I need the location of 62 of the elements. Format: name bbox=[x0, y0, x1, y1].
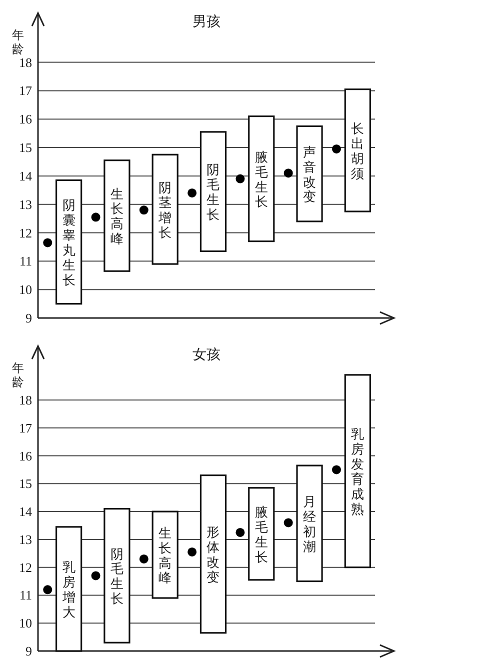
x-tick-label: 阴毛生长 bbox=[110, 546, 124, 606]
y-tick-label: 10 bbox=[19, 282, 32, 298]
chart-title: 女孩 bbox=[192, 347, 220, 363]
bar bbox=[296, 464, 323, 582]
x-tick-label: 形体改变 bbox=[206, 524, 220, 584]
x-tick-label: 月经初潮 bbox=[303, 493, 316, 554]
x-tick-label: 阴茎增长 bbox=[158, 179, 172, 240]
y-tick-label: 17 bbox=[19, 420, 32, 436]
bar bbox=[104, 160, 130, 272]
chart-title: 男孩 bbox=[192, 14, 220, 30]
y-tick-label: 17 bbox=[19, 83, 32, 98]
x-tick-label: 生长高峰 bbox=[158, 524, 172, 585]
y-tick-label: 9 bbox=[26, 644, 32, 658]
x-tick-label: 乳房发育成熟 bbox=[351, 426, 364, 516]
x-tick-label: 腋毛生长 bbox=[254, 504, 268, 564]
y-tick-label: 12 bbox=[19, 225, 32, 240]
point bbox=[284, 168, 293, 178]
x-tick-label: 生长高峰 bbox=[110, 186, 124, 246]
y-tick-label: 16 bbox=[19, 112, 32, 127]
point bbox=[43, 585, 52, 594]
y-tick-label: 15 bbox=[19, 476, 32, 492]
bar bbox=[248, 115, 275, 242]
bar bbox=[344, 88, 371, 212]
y-tick-label: 18 bbox=[19, 392, 32, 408]
x-tick-label: 乳房增大 bbox=[61, 559, 76, 619]
y-tick-label: 18 bbox=[19, 54, 32, 70]
y-tick-label: 15 bbox=[19, 140, 32, 156]
point bbox=[188, 188, 197, 198]
y-tick-label: 14 bbox=[19, 504, 32, 520]
x-tick-label: 阴毛生长 bbox=[206, 162, 220, 222]
point bbox=[332, 144, 341, 154]
point bbox=[188, 547, 197, 556]
y-tick-label: 11 bbox=[19, 254, 32, 269]
y-tick-label: 13 bbox=[19, 532, 32, 547]
point bbox=[236, 528, 245, 537]
point bbox=[139, 206, 148, 215]
y-axis-title: 年龄 bbox=[12, 361, 24, 389]
bar bbox=[55, 526, 82, 652]
point bbox=[139, 554, 148, 564]
x-tick-label: 长出胡须 bbox=[351, 120, 364, 180]
y-tick-label: 16 bbox=[19, 448, 32, 464]
y-tick-label: 13 bbox=[19, 196, 32, 212]
y-axis-title: 年龄 bbox=[12, 28, 24, 56]
x-tick-label: 腋毛生长 bbox=[254, 148, 268, 209]
bar bbox=[200, 474, 227, 634]
y-tick-label: 11 bbox=[19, 588, 32, 603]
point bbox=[332, 465, 341, 474]
point bbox=[236, 174, 245, 184]
point bbox=[43, 238, 52, 248]
y-tick-label: 10 bbox=[19, 616, 32, 631]
bar bbox=[296, 125, 323, 222]
y-tick-label: 14 bbox=[19, 168, 32, 184]
x-tick-label: 阴囊睾丸生长 bbox=[62, 197, 76, 287]
point bbox=[91, 571, 100, 580]
bar bbox=[200, 131, 227, 252]
y-tick-label: 12 bbox=[19, 560, 32, 575]
bar bbox=[344, 374, 371, 568]
bar bbox=[104, 508, 130, 644]
point bbox=[91, 212, 100, 222]
y-tick-label: 9 bbox=[26, 310, 32, 326]
x-tick-label: 声音改变 bbox=[303, 144, 316, 204]
point bbox=[284, 518, 293, 528]
